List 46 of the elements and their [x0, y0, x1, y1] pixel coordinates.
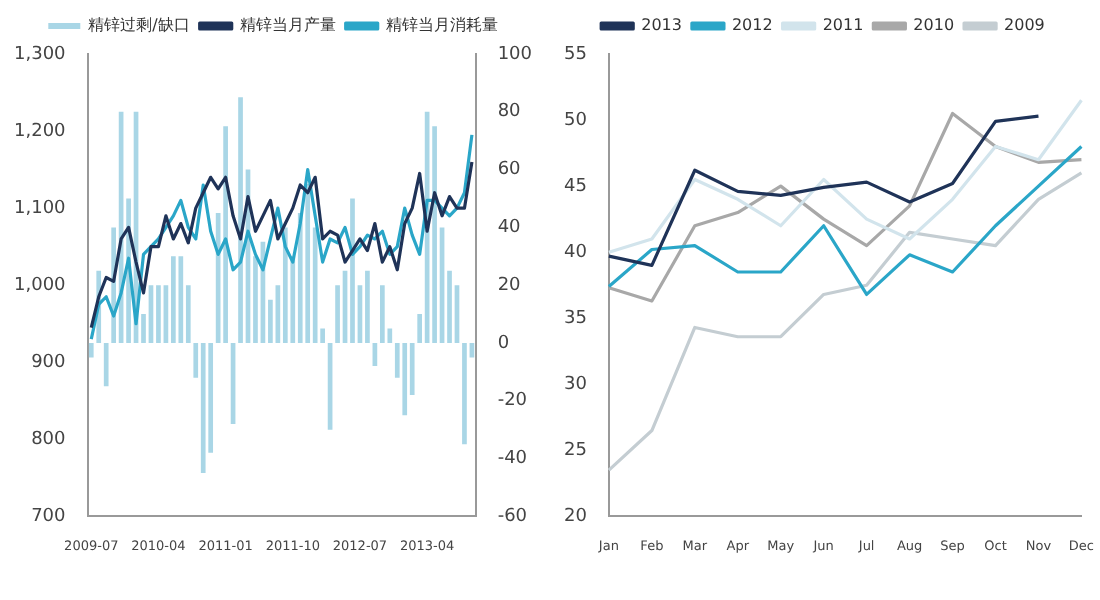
y-tick-label: 35 — [564, 308, 587, 329]
bar — [103, 343, 109, 387]
y-tick-label: 800 — [31, 430, 67, 451]
bar — [380, 285, 385, 343]
legend-label: 2011 — [822, 16, 864, 35]
y2-tick-label: -40 — [497, 449, 528, 470]
y-tick-label: 700 — [31, 507, 67, 528]
bar — [200, 343, 206, 474]
y2-tick-label: 80 — [497, 102, 522, 123]
bar — [156, 285, 161, 343]
bar — [223, 126, 228, 343]
legend-label: 精锌当月产量 — [239, 16, 336, 35]
bar — [178, 256, 184, 343]
y-tick-label: 45 — [564, 176, 587, 197]
y-tick-label: 1,300 — [14, 44, 67, 65]
y2-tick-label: -60 — [497, 507, 528, 528]
y2-tick-label: 40 — [497, 218, 522, 239]
legend-label: 2010 — [913, 16, 955, 35]
y-tick-label: 1,000 — [14, 275, 67, 296]
y2-tick-label: 20 — [497, 275, 522, 296]
y-tick-label: 50 — [564, 110, 588, 131]
bar — [365, 270, 370, 343]
y-tick-label: 20 — [564, 507, 588, 528]
legend-label: 2009 — [1004, 16, 1045, 35]
y-tick-label: 1,200 — [14, 121, 67, 142]
legend-label: 精锌过剩/缺口 — [88, 16, 190, 35]
bar — [462, 343, 467, 445]
legend-label: 2012 — [731, 16, 773, 35]
bar — [402, 343, 408, 416]
bar — [350, 198, 355, 343]
y-tick-label: 1,100 — [14, 198, 67, 219]
legend-label: 2013 — [641, 16, 682, 35]
y-tick-label: 25 — [564, 441, 587, 462]
y-tick-label: 40 — [564, 242, 588, 263]
bar — [238, 97, 243, 343]
y-tick-label: 900 — [31, 352, 67, 373]
bar — [305, 184, 311, 343]
y2-tick-label: 0 — [497, 333, 510, 354]
bar — [88, 343, 94, 358]
y2-tick-label: 100 — [497, 44, 533, 65]
legend-label: 精锌当月消耗量 — [385, 16, 498, 35]
y2-tick-label: 60 — [497, 160, 522, 181]
y-tick-label: 30 — [564, 374, 588, 395]
y-tick-label: 55 — [564, 44, 587, 65]
y2-tick-label: -20 — [497, 391, 528, 412]
bar — [171, 256, 176, 343]
